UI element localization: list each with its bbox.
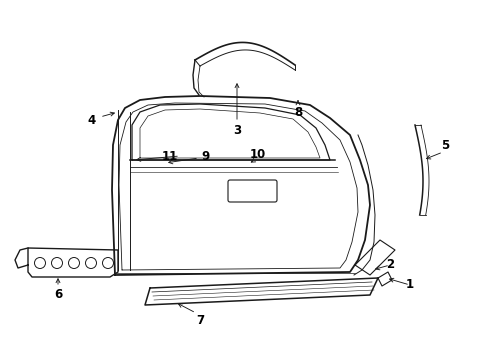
Text: 3: 3 — [233, 123, 241, 136]
Text: 2: 2 — [386, 258, 394, 271]
Text: 10: 10 — [250, 148, 266, 161]
Text: 7: 7 — [196, 314, 204, 327]
Text: 4: 4 — [88, 113, 96, 126]
Text: 8: 8 — [294, 105, 302, 118]
Text: 11: 11 — [162, 149, 178, 162]
Text: 9: 9 — [201, 149, 209, 162]
Text: 1: 1 — [406, 279, 414, 292]
Text: 6: 6 — [54, 288, 62, 302]
Text: 5: 5 — [441, 139, 449, 152]
